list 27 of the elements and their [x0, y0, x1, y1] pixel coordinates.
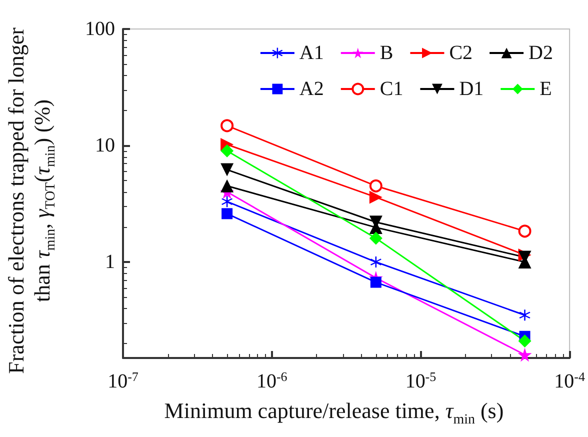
- y-tick-label: 10: [95, 134, 115, 157]
- legend-label: D2: [528, 42, 554, 64]
- legend-label: E: [540, 78, 552, 100]
- point: [220, 144, 234, 158]
- x-axis-title: Minimum capture/release time, τ$_{min}$ (s): [163, 398, 505, 430]
- point: [370, 276, 382, 288]
- point: [369, 190, 382, 204]
- legend-label: A1: [299, 42, 324, 64]
- point: [222, 208, 233, 220]
- point: [220, 119, 234, 132]
- point: [369, 179, 382, 192]
- legend-label: D1: [459, 78, 484, 100]
- point: [370, 256, 382, 268]
- point: [518, 334, 532, 348]
- point: [369, 232, 382, 245]
- point: [220, 163, 234, 176]
- legend-label: A2: [299, 78, 324, 100]
- y-tick-label: 100: [85, 18, 115, 40]
- point: [519, 310, 530, 321]
- point: [518, 224, 532, 238]
- legend-label: C1: [380, 78, 404, 100]
- point: [518, 348, 532, 362]
- legend-label: C2: [449, 42, 473, 64]
- point: [220, 179, 234, 192]
- legend-label: B: [380, 42, 394, 64]
- y-tick-label: 1: [105, 251, 115, 274]
- point: [222, 196, 233, 208]
